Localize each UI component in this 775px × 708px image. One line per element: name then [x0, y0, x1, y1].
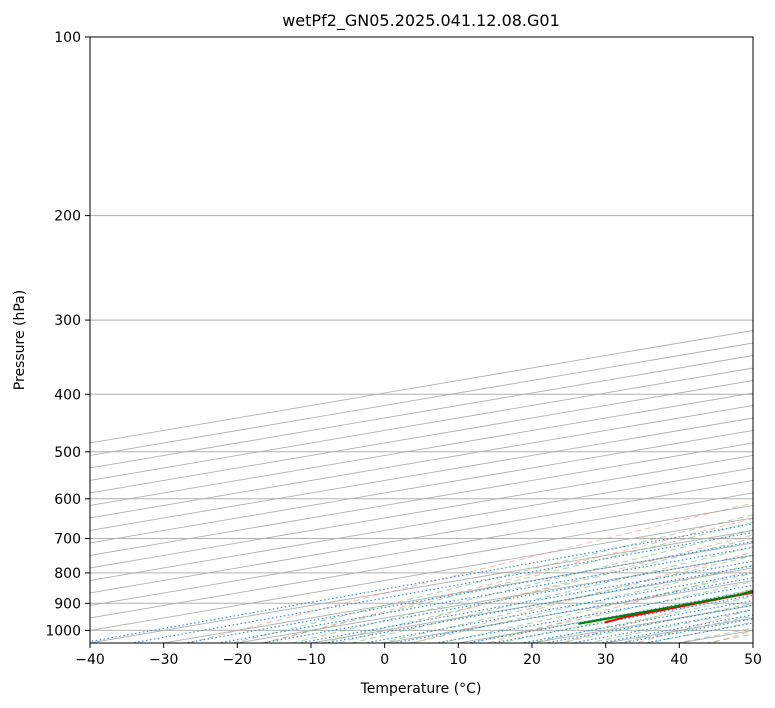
mixing-ratio-line: [90, 523, 753, 643]
moist-adiabat: [289, 529, 753, 643]
x-tick-label: −30: [149, 652, 179, 668]
isotherm: [750, 642, 753, 643]
x-tick-label: 10: [449, 652, 467, 668]
y-axis-label: Pressure (hPa): [12, 290, 28, 390]
mixing-ratio-line: [433, 584, 753, 643]
y-tick-label: 700: [54, 532, 81, 548]
isotherm: [90, 467, 753, 581]
x-tick-label: −40: [75, 652, 105, 668]
moist-adiabat: [230, 514, 753, 643]
isotherm: [90, 392, 753, 506]
x-tick-label: −20: [223, 652, 253, 668]
mixing-ratio-line: [518, 600, 753, 643]
isotherm: [308, 567, 753, 643]
dewpoint-profile: [578, 589, 753, 625]
moist-adiabat: [260, 521, 753, 643]
isotherm: [90, 405, 753, 519]
moist-adiabat: [349, 546, 753, 643]
y-axis-ticks: 100 200 300 400 500 600 700 800 900 1000: [45, 30, 90, 639]
isotherm: [90, 342, 753, 456]
x-tick-label: 20: [523, 652, 541, 668]
isotherm: [90, 417, 753, 531]
isotherm: [90, 530, 753, 643]
isotherm: [90, 505, 753, 619]
dry-adiabat: [186, 502, 753, 643]
isotherm: [90, 330, 753, 444]
isotherm: [90, 492, 753, 606]
x-tick-label: 40: [670, 652, 688, 668]
mixing-ratio-line: [641, 622, 753, 643]
y-tick-label: 100: [54, 30, 81, 46]
y-tick-label: 300: [54, 313, 81, 329]
y-tick-label: 900: [54, 596, 81, 612]
x-tick-label: −10: [296, 652, 326, 668]
mixing-ratio-line: [215, 546, 753, 643]
y-tick-label: 200: [54, 209, 81, 225]
x-tick-label: 30: [597, 652, 615, 668]
moist-adiabat: [438, 572, 753, 643]
y-tick-label: 400: [54, 387, 81, 403]
isotherm: [90, 442, 753, 556]
moist-adiabat: [526, 595, 753, 643]
background-lines: [90, 37, 753, 643]
dry-adiabat: [336, 534, 753, 643]
x-axis-label: Temperature (°C): [360, 681, 482, 697]
isotherm: [381, 580, 753, 643]
mixing-ratio-line: [390, 577, 753, 643]
isotherm: [90, 480, 753, 594]
mixing-ratio-line: [361, 572, 753, 643]
x-tick-label: 0: [380, 652, 389, 668]
moist-adiabat: [704, 633, 753, 643]
isotherm: [160, 542, 753, 643]
profile-lines: [578, 589, 753, 625]
y-tick-label: 800: [54, 566, 81, 582]
isotherm: [529, 605, 753, 643]
mixing-ratio-line: [182, 541, 753, 643]
temperature-profile: [604, 591, 753, 624]
moist-adiabat: [467, 580, 753, 643]
chart-title: wetPf2_GN05.2025.041.12.08.G01: [282, 11, 560, 31]
isotherm: [602, 617, 753, 643]
isotherm: [90, 380, 753, 494]
plot-frame: [89, 36, 754, 644]
mixing-ratio-line: [128, 531, 753, 643]
isotherm: [90, 430, 753, 544]
x-axis-ticks: −40 −30 −20 −10 0 10 20 30 40 50: [75, 643, 762, 668]
isotherm: [90, 455, 753, 569]
dry-adiabat: [410, 551, 753, 643]
y-tick-label: 600: [54, 492, 81, 508]
x-tick-label: 50: [744, 652, 762, 668]
y-tick-label: 1000: [45, 623, 81, 639]
isotherm: [676, 629, 753, 643]
dry-adiabat: [709, 630, 753, 643]
isotherm: [90, 517, 753, 631]
isotherm: [90, 355, 753, 469]
isotherm: [90, 367, 753, 481]
y-tick-label: 500: [54, 445, 81, 461]
moist-adiabat: [319, 537, 753, 643]
